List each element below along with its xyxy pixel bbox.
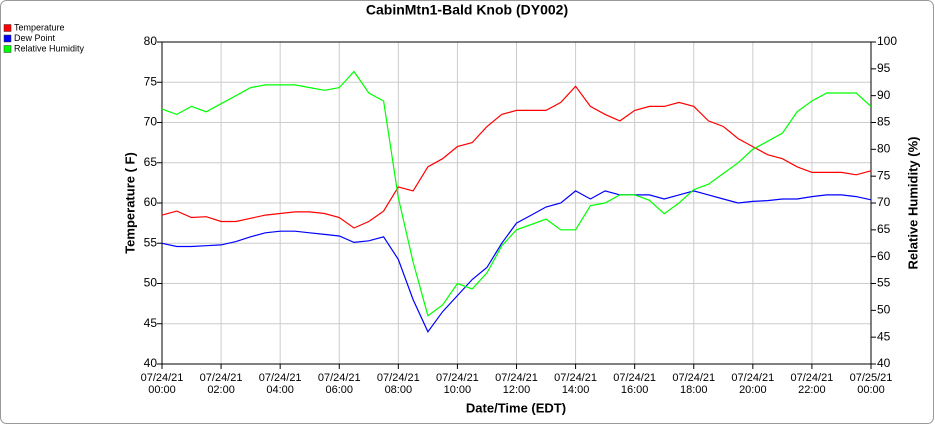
y2-tick-label: 95 (877, 61, 891, 75)
y-tick-label: 50 (144, 276, 158, 290)
legend-label: Temperature (14, 22, 65, 32)
y-tick-label: 70 (144, 115, 158, 129)
y-axis-title: Temperature ( F) (122, 152, 137, 254)
x-tick-label: 07/24/21 14:00 (554, 372, 597, 396)
x-tick-label: 07/24/21 08:00 (376, 372, 420, 396)
y2-tick-label: 70 (877, 195, 891, 209)
y-tick-label: 60 (144, 195, 158, 209)
x-tick-label: 07/24/21 06:00 (317, 372, 361, 396)
data-line (161, 70, 872, 317)
y2-tick-label: 40 (877, 356, 891, 370)
y2-tick-label: 60 (877, 249, 891, 263)
y-tick-label: 55 (144, 235, 158, 249)
y2-tick-label: 100 (877, 34, 897, 48)
x-tick-label: 07/24/21 10:00 (435, 372, 479, 396)
plot-frame (161, 41, 872, 365)
y-tick-label: 65 (144, 155, 158, 169)
legend-swatch (3, 24, 12, 32)
data-line (161, 85, 872, 229)
legend-label: Relative Humidity (14, 43, 85, 53)
y2-tick-label: 55 (877, 276, 891, 290)
legend-label: Dew Point (14, 33, 56, 43)
y2-tick-label: 65 (877, 222, 891, 236)
y2-tick-label: 90 (877, 88, 891, 102)
x-tick-label: 07/24/21 00:00 (140, 372, 184, 396)
x-tick-label: 07/24/21 04:00 (258, 372, 302, 396)
y-tick-label: 40 (144, 356, 158, 370)
y-tick-label: 75 (144, 74, 158, 88)
chart-title: CabinMtn1-Bald Knob (DY002) (366, 2, 568, 18)
x-tick-label: 07/24/21 02:00 (199, 372, 243, 396)
x-tick-label: 07/25/21 00:00 (849, 372, 893, 396)
x-tick-label: 07/24/21 20:00 (731, 372, 775, 396)
x-axis-title: Date/Time (EDT) (466, 400, 566, 415)
x-tick-label: 07/24/21 12:00 (495, 372, 538, 396)
y2-tick-label: 50 (877, 303, 891, 317)
legend-swatch (3, 34, 12, 43)
y-tick-label: 80 (144, 34, 158, 48)
x-tick-label: 07/24/21 16:00 (613, 372, 657, 396)
y-tick-label: 45 (144, 316, 158, 330)
y2-tick-label: 85 (877, 115, 891, 129)
y2-axis-title: Relative Humidity (%) (905, 137, 920, 270)
y2-tick-label: 80 (877, 142, 891, 156)
data-line (161, 190, 872, 333)
legend-swatch (3, 45, 12, 53)
x-tick-label: 07/24/21 18:00 (672, 372, 716, 396)
y2-tick-label: 45 (877, 329, 891, 343)
x-tick-label: 07/24/21 22:00 (790, 372, 834, 396)
y2-tick-label: 75 (877, 168, 891, 182)
